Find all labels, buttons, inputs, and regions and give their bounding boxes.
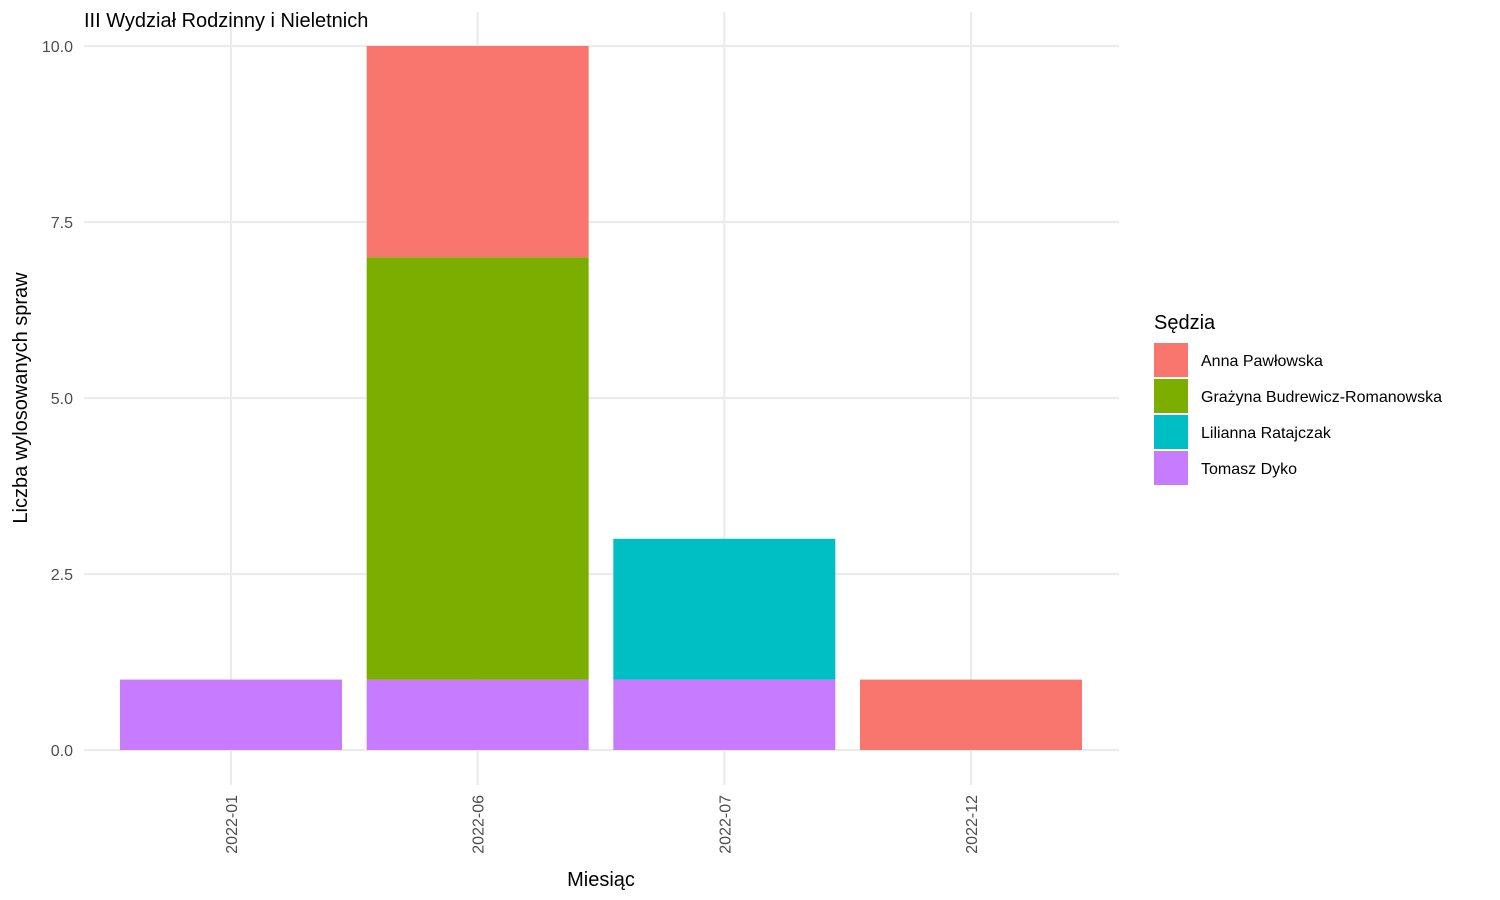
bars [120,46,1082,750]
x-tick-label: 2022-12 [964,795,981,854]
bar-segment [366,257,589,680]
legend: Sędzia Anna Pawłowska Grażyna Budrewicz-R… [1154,312,1442,485]
legend-label: Tomasz Dyko [1201,461,1297,478]
grid-lines [84,12,1119,785]
y-tick-label: 2.5 [51,567,73,584]
x-axis-title: Miesiąc [567,869,635,891]
legend-label: Lilianna Ratajczak [1201,425,1332,442]
y-tick-label: 10.0 [42,39,73,56]
legend-key [1154,415,1188,449]
bar-segment [613,679,836,750]
legend-key [1154,451,1188,485]
bar-segment [860,679,1082,750]
legend-label: Anna Pawłowska [1201,353,1323,370]
legend-label: Grażyna Budrewicz-Romanowska [1201,389,1442,406]
y-tick-label: 0.0 [51,743,73,760]
y-axis-title: Liczba wylosowanych spraw [10,272,32,524]
legend-key [1154,343,1188,377]
y-tick-label: 5.0 [51,391,73,408]
bar-segment [120,679,342,750]
bar-segment [366,46,589,258]
legend-title: Sędzia [1154,312,1216,334]
chart-title: III Wydział Rodzinny i Nieletnich [84,10,368,32]
x-tick-label: 2022-01 [224,795,241,854]
x-tick-label: 2022-07 [717,795,734,854]
x-tick-labels: 2022-01 2022-06 2022-07 2022-12 [224,795,981,854]
bar-segment [613,538,836,680]
x-tick-label: 2022-06 [471,795,488,854]
y-tick-label: 7.5 [51,215,73,232]
legend-key [1154,379,1188,413]
y-tick-labels: 0.0 2.5 5.0 7.5 10.0 [42,39,73,760]
bar-segment [366,679,589,750]
